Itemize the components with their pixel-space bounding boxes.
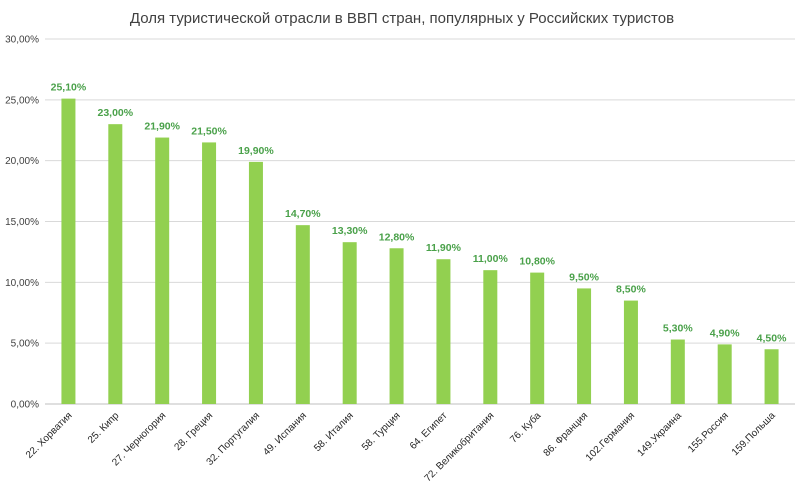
bar [764, 349, 779, 404]
y-tick-label: 25,00% [5, 95, 39, 106]
data-label: 14,70% [285, 208, 321, 220]
bar [717, 344, 732, 404]
bar [389, 248, 404, 404]
x-tick-label: 155.Россия [686, 410, 731, 455]
data-label: 19,90% [238, 145, 274, 157]
x-tick-label: 102.Германия [584, 410, 637, 463]
x-tick-label: 76. Куба [507, 409, 543, 445]
x-tick-label: 49. Испания [261, 410, 309, 458]
data-label: 21,50% [191, 125, 227, 137]
data-label: 25,10% [51, 82, 87, 94]
data-label: 12,80% [379, 231, 415, 243]
data-labels: 25,10% 23,00% 21,90% 21,50% 19,90% 14,70% 13,3… [51, 82, 787, 345]
chart-title: Доля туристической отрасли в ВВП стран, … [129, 10, 675, 27]
bar [483, 270, 498, 404]
y-tick-label: 30,00% [5, 35, 39, 46]
x-tick-label: 25. Кипр [86, 410, 122, 446]
data-label: 11,90% [426, 242, 462, 254]
bars [61, 98, 779, 405]
x-tick-label: 159.Польша [730, 410, 778, 458]
y-tick-label: 15,00% [5, 217, 39, 228]
gridlines [45, 38, 795, 405]
bar [295, 225, 310, 404]
data-label: 8,50% [616, 284, 646, 296]
bar [670, 339, 685, 404]
bar [436, 259, 451, 404]
bar [577, 288, 592, 404]
y-tick-label: 10,00% [5, 278, 39, 289]
y-tick-label: 5,00% [11, 339, 39, 350]
x-tick-label: 58. Италия [312, 410, 356, 454]
x-tick-label: 149.Украина [635, 410, 684, 459]
data-label: 11,00% [473, 253, 509, 265]
bar [202, 142, 217, 404]
bar [342, 242, 357, 404]
x-tick-label: 28. Греция [172, 410, 215, 453]
y-axis-ticks: 0,00% 5,00% 10,00% 15,00% 20,00% 25,00% 30,00% [5, 35, 39, 411]
bar [530, 272, 545, 404]
bar [155, 137, 170, 405]
y-tick-label: 0,00% [11, 400, 39, 411]
data-label: 23,00% [98, 107, 134, 119]
bar [108, 124, 123, 405]
x-tick-label: 22. Хорватия [24, 410, 75, 461]
x-tick-label: 86. Франция [542, 410, 591, 459]
bar [61, 98, 76, 404]
data-label: 21,90% [144, 121, 180, 133]
data-label: 4,90% [710, 327, 740, 339]
bar [623, 300, 638, 404]
y-tick-label: 20,00% [5, 156, 39, 167]
data-label: 13,30% [332, 225, 368, 237]
x-tick-label: 64. Египет [408, 410, 450, 452]
bar [248, 161, 263, 404]
x-tick-label: 58. Турция [360, 410, 403, 453]
data-label: 10,80% [519, 256, 555, 268]
data-label: 4,50% [757, 332, 787, 344]
data-label: 9,50% [569, 271, 599, 283]
data-label: 5,30% [663, 323, 693, 335]
